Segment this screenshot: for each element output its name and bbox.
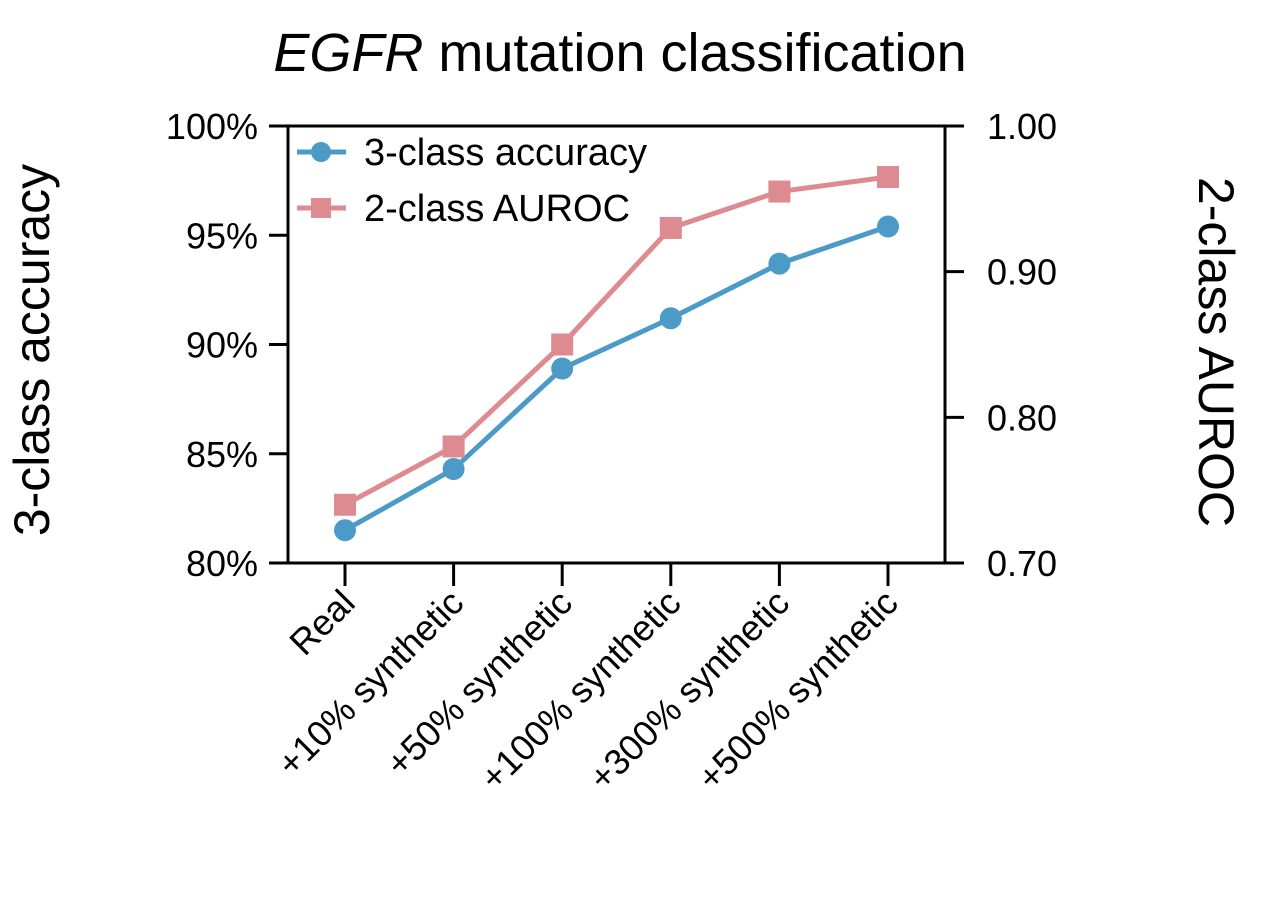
- legend-item-2-class-auroc: 2-class AUROC: [297, 188, 630, 230]
- chart-title-rest: mutation classification: [423, 23, 967, 83]
- right-y-axis-label: 2-class AUROC: [1188, 176, 1244, 528]
- left-y-tick-label: 100%: [166, 106, 258, 147]
- x-tick-label: +100% synthetic: [472, 582, 688, 798]
- data-point-marker-circle: [768, 252, 791, 275]
- x-tick-label: +10% synthetic: [269, 582, 471, 784]
- series-line: [343, 174, 889, 507]
- series-line: [343, 224, 889, 533]
- chart-title: EGFR mutation classification: [0, 20, 1240, 88]
- data-point-marker-square: [334, 493, 356, 516]
- legend-marker-circle-icon: [311, 142, 331, 162]
- data-point-marker-circle: [551, 357, 574, 380]
- right-y-tick-label: 0.70: [987, 543, 1057, 584]
- legend-item-3-class-accuracy: 3-class accuracy: [297, 132, 647, 174]
- legend-label: 3-class accuracy: [364, 132, 647, 174]
- data-point-marker-circle: [659, 307, 682, 330]
- legend-label: 2-class AUROC: [364, 188, 630, 230]
- right-y-tick-label: 0.90: [987, 252, 1057, 293]
- left-y-axis-label: 3-class accuracy: [4, 163, 60, 537]
- left-y-tick-label: 90%: [186, 325, 258, 366]
- x-tick-label: Real: [281, 582, 362, 663]
- data-point-marker-square: [659, 216, 682, 239]
- series-2-class-auroc: [334, 165, 899, 516]
- data-point-marker-square: [442, 435, 465, 458]
- legend-marker-square-icon: [311, 198, 331, 218]
- x-tick-label: +300% synthetic: [581, 582, 797, 798]
- x-tick-label: +50% synthetic: [378, 582, 580, 784]
- data-point-marker-square: [768, 180, 791, 203]
- right-y-tick-label: 1.00: [987, 106, 1057, 147]
- chart-title-gene: EGFR: [273, 23, 424, 83]
- left-y-tick-label: 80%: [186, 543, 258, 584]
- x-tick-label: +500% synthetic: [689, 582, 905, 798]
- data-point-marker-circle: [442, 458, 465, 481]
- data-point-marker-circle: [877, 215, 899, 238]
- data-point-marker-circle: [334, 519, 356, 542]
- series-3-class-accuracy: [334, 215, 899, 542]
- data-point-marker-square: [877, 165, 899, 188]
- data-point-marker-square: [551, 333, 574, 356]
- left-y-tick-label: 85%: [186, 434, 258, 475]
- left-y-tick-label: 95%: [186, 215, 258, 256]
- legend: 3-class accuracy 2-class AUROC: [297, 132, 647, 230]
- right-y-tick-label: 0.80: [987, 397, 1057, 438]
